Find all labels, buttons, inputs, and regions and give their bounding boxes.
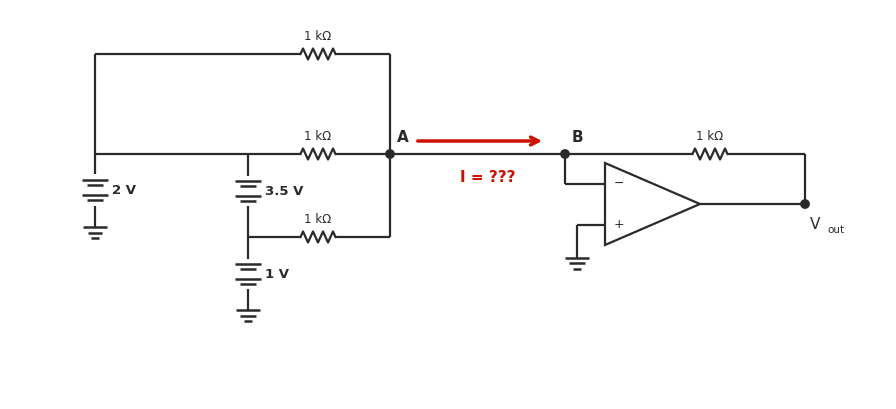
Text: 1 kΩ: 1 kΩ — [305, 130, 332, 143]
Circle shape — [386, 151, 394, 159]
Text: V: V — [810, 216, 821, 231]
Text: 2 V: 2 V — [112, 184, 136, 197]
Text: 1 kΩ: 1 kΩ — [305, 213, 332, 225]
Text: 1 V: 1 V — [265, 268, 289, 281]
Text: 3.5 V: 3.5 V — [265, 185, 304, 198]
Text: out: out — [827, 225, 844, 234]
Text: A: A — [397, 130, 409, 145]
Text: I = ???: I = ??? — [460, 170, 515, 184]
Circle shape — [801, 200, 809, 209]
Text: 1 kΩ: 1 kΩ — [305, 30, 332, 43]
Text: +: + — [614, 218, 625, 230]
Text: B: B — [572, 130, 583, 145]
Circle shape — [561, 151, 569, 159]
Text: −: − — [614, 177, 625, 189]
Text: 1 kΩ: 1 kΩ — [696, 130, 724, 143]
